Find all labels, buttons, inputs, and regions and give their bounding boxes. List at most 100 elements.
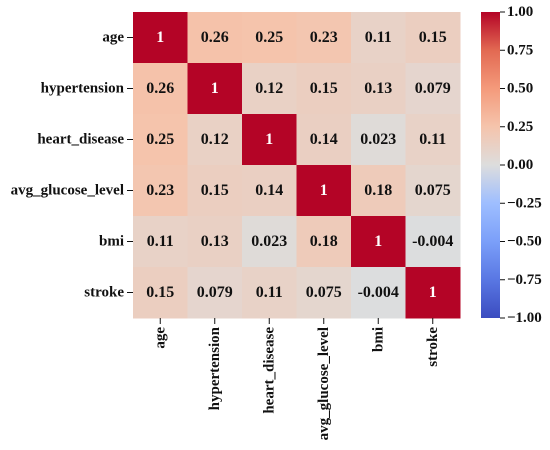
cell-value-hypertension-heart_disease: 0.12 xyxy=(255,80,283,97)
heatmap-cell-hypertension-age xyxy=(133,63,188,115)
heatmap-cells xyxy=(133,12,461,319)
heatmap-cell-age-hypertension xyxy=(187,12,243,64)
col-label-heart_disease: heart_disease xyxy=(261,327,277,414)
cell-value-stroke-avg_glucose_level: 0.075 xyxy=(306,284,342,301)
heatmap-cell-hypertension-heart_disease xyxy=(242,63,297,115)
cell-value-bmi-bmi: 1 xyxy=(374,233,382,250)
cell-value-age-age: 1 xyxy=(156,29,164,46)
heatmap-cell-heart_disease-age xyxy=(133,114,188,166)
colorbar-tick-label: 0.00 xyxy=(507,157,533,173)
heatmap-cell-hypertension-bmi xyxy=(351,63,406,115)
col-label-bmi: bmi xyxy=(370,327,386,352)
col-label-hypertension: hypertension xyxy=(207,326,223,410)
heatmap-cell-age-age xyxy=(133,12,188,64)
cell-value-avg_glucose_level-age: 0.23 xyxy=(146,182,174,199)
heatmap-cell-heart_disease-bmi xyxy=(351,114,406,166)
heatmap-cell-stroke-heart_disease xyxy=(242,267,297,319)
cell-value-hypertension-stroke: 0.079 xyxy=(415,80,451,97)
heatmap-cell-hypertension-hypertension xyxy=(187,63,243,115)
colorbar xyxy=(481,12,500,318)
heatmap-cell-stroke-hypertension xyxy=(187,267,243,319)
cell-value-heart_disease-hypertension: 0.12 xyxy=(201,131,229,148)
row-label-avg_glucose_level: avg_glucose_level xyxy=(11,183,124,199)
col-label-avg_glucose_level: avg_glucose_level xyxy=(316,327,332,440)
cell-value-heart_disease-bmi: 0.023 xyxy=(360,131,396,148)
heatmap-cell-heart_disease-avg_glucose_level xyxy=(296,114,352,166)
row-label-age: age xyxy=(102,30,124,46)
heatmap-cell-age-bmi xyxy=(351,12,406,64)
row-label-hypertension: hypertension xyxy=(41,81,125,97)
cell-value-age-bmi: 0.11 xyxy=(365,29,392,46)
row-label-bmi: bmi xyxy=(99,234,124,250)
heatmap-cell-avg_glucose_level-avg_glucose_level xyxy=(296,165,352,217)
colorbar-tick-label: 0.50 xyxy=(507,81,533,97)
cell-value-age-stroke: 0.15 xyxy=(419,29,447,46)
heatmap-cell-age-stroke xyxy=(405,12,461,64)
heatmap-cell-avg_glucose_level-bmi xyxy=(351,165,406,217)
cell-value-avg_glucose_level-avg_glucose_level: 1 xyxy=(320,182,328,199)
colorbar-tick-label: −1.00 xyxy=(507,310,542,326)
heatmap-cell-age-avg_glucose_level xyxy=(296,12,352,64)
colorbar-tick-label: 0.75 xyxy=(507,42,533,58)
heatmap-cell-hypertension-stroke xyxy=(405,63,461,115)
heatmap-cell-heart_disease-hypertension xyxy=(187,114,243,166)
col-label-stroke: stroke xyxy=(425,327,441,367)
heatmap-cell-stroke-avg_glucose_level xyxy=(296,267,352,319)
cell-value-hypertension-avg_glucose_level: 0.15 xyxy=(310,80,338,97)
cell-value-hypertension-hypertension: 1 xyxy=(211,80,219,97)
heatmap-cell-bmi-bmi xyxy=(351,216,406,268)
cell-value-bmi-stroke: -0.004 xyxy=(412,233,453,250)
heatmap-cell-bmi-heart_disease xyxy=(242,216,297,268)
column-labels: age hypertension heart_disease avg_glucose_… xyxy=(152,318,441,440)
colorbar-tick-label: −0.50 xyxy=(507,234,542,250)
colorbar-ticks: 1.00 0.75 0.50 0.25 0.00 −0.25 −0.50 −0.75 −1.00 xyxy=(500,4,542,326)
cell-value-bmi-hypertension: 0.13 xyxy=(201,233,229,250)
heatmap-cell-bmi-stroke xyxy=(405,216,461,268)
heatmap-cell-avg_glucose_level-stroke xyxy=(405,165,461,217)
heatmap-cell-labels: 1 0.26 0.25 0.23 0.11 0.15 0.26 1 0.12 0.15 0.13 0.… xyxy=(146,29,453,301)
heatmap-cell-hypertension-avg_glucose_level xyxy=(296,63,352,115)
cell-value-age-heart_disease: 0.25 xyxy=(255,29,283,46)
heatmap-cell-avg_glucose_level-hypertension xyxy=(187,165,243,217)
heatmap-cell-avg_glucose_level-age xyxy=(133,165,188,217)
cell-value-avg_glucose_level-bmi: 0.18 xyxy=(364,182,392,199)
cell-value-heart_disease-heart_disease: 1 xyxy=(265,131,273,148)
row-labels: age hypertension heart_disease avg_glucose_… xyxy=(11,30,133,301)
colorbar-tick-label: 0.25 xyxy=(507,119,533,135)
cell-value-bmi-avg_glucose_level: 0.18 xyxy=(310,233,338,250)
colorbar-tick-label: −0.75 xyxy=(507,272,542,288)
heatmap-cell-heart_disease-heart_disease xyxy=(242,114,297,166)
cell-value-avg_glucose_level-stroke: 0.075 xyxy=(415,182,451,199)
cell-value-stroke-hypertension: 0.079 xyxy=(197,284,233,301)
heatmap-cell-avg_glucose_level-heart_disease xyxy=(242,165,297,217)
row-label-stroke: stroke xyxy=(84,285,124,301)
heatmap-cell-stroke-bmi xyxy=(351,267,406,319)
cell-value-stroke-age: 0.15 xyxy=(146,284,174,301)
cell-value-age-hypertension: 0.26 xyxy=(201,29,229,46)
heatmap-cell-bmi-hypertension xyxy=(187,216,243,268)
heatmap-cell-stroke-age xyxy=(133,267,188,319)
cell-value-heart_disease-age: 0.25 xyxy=(146,131,174,148)
col-label-age: age xyxy=(152,327,168,349)
heatmap-cell-bmi-avg_glucose_level xyxy=(296,216,352,268)
cell-value-bmi-age: 0.11 xyxy=(147,233,174,250)
cell-value-stroke-bmi: -0.004 xyxy=(358,284,399,301)
colorbar-tick-label: 1.00 xyxy=(507,4,533,20)
colorbar-tick-label: −0.25 xyxy=(507,195,542,211)
cell-value-hypertension-bmi: 0.13 xyxy=(364,80,392,97)
cell-value-hypertension-age: 0.26 xyxy=(146,80,174,97)
cell-value-stroke-stroke: 1 xyxy=(429,284,437,301)
cell-value-heart_disease-avg_glucose_level: 0.14 xyxy=(310,131,338,148)
heatmap-cell-age-heart_disease xyxy=(242,12,297,64)
row-label-heart_disease: heart_disease xyxy=(37,132,124,148)
cell-value-bmi-heart_disease: 0.023 xyxy=(251,233,287,250)
cell-value-avg_glucose_level-hypertension: 0.15 xyxy=(201,182,229,199)
heatmap-cell-heart_disease-stroke xyxy=(405,114,461,166)
heatmap-cell-bmi-age xyxy=(133,216,188,268)
cell-value-avg_glucose_level-heart_disease: 0.14 xyxy=(255,182,283,199)
cell-value-heart_disease-stroke: 0.11 xyxy=(419,131,446,148)
cell-value-age-avg_glucose_level: 0.23 xyxy=(310,29,338,46)
cell-value-stroke-heart_disease: 0.11 xyxy=(256,284,283,301)
heatmap-cell-stroke-stroke xyxy=(405,267,461,319)
